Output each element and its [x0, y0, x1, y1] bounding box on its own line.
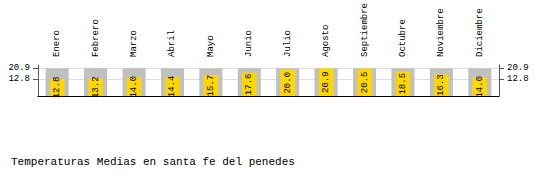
svg-text:13.2: 13.2: [91, 76, 101, 98]
svg-text:12.8: 12.8: [507, 74, 529, 84]
svg-text:Temperaturas Medias en santa f: Temperaturas Medias en santa fe del pene…: [11, 156, 295, 168]
svg-text:Abril: Abril: [167, 30, 177, 57]
svg-text:17.6: 17.6: [244, 74, 254, 96]
svg-text:20.9: 20.9: [507, 63, 529, 73]
svg-text:Febrero: Febrero: [91, 19, 101, 57]
svg-text:Junio: Junio: [244, 30, 254, 57]
svg-text:20.9: 20.9: [8, 63, 30, 73]
svg-text:Mayo: Mayo: [206, 35, 216, 57]
svg-text:Octubre: Octubre: [398, 19, 408, 57]
svg-text:Agosto: Agosto: [321, 25, 331, 57]
svg-text:Septiembre: Septiembre: [360, 3, 370, 57]
svg-text:Noviembre: Noviembre: [436, 8, 446, 57]
svg-text:20.0: 20.0: [283, 72, 293, 94]
svg-text:Diciembre: Diciembre: [475, 8, 485, 57]
svg-text:20.9: 20.9: [321, 71, 331, 93]
svg-text:15.7: 15.7: [206, 75, 216, 97]
svg-text:Marzo: Marzo: [129, 30, 139, 57]
svg-text:18.5: 18.5: [398, 73, 408, 95]
svg-text:12.8: 12.8: [52, 77, 62, 99]
svg-text:12.8: 12.8: [8, 74, 30, 84]
svg-text:14.0: 14.0: [129, 76, 139, 98]
svg-text:14.0: 14.0: [475, 76, 485, 98]
svg-text:Julio: Julio: [283, 30, 293, 57]
svg-text:20.5: 20.5: [360, 72, 370, 94]
svg-text:14.4: 14.4: [167, 76, 177, 98]
svg-text:16.3: 16.3: [436, 74, 446, 96]
svg-text:Enero: Enero: [52, 30, 62, 57]
